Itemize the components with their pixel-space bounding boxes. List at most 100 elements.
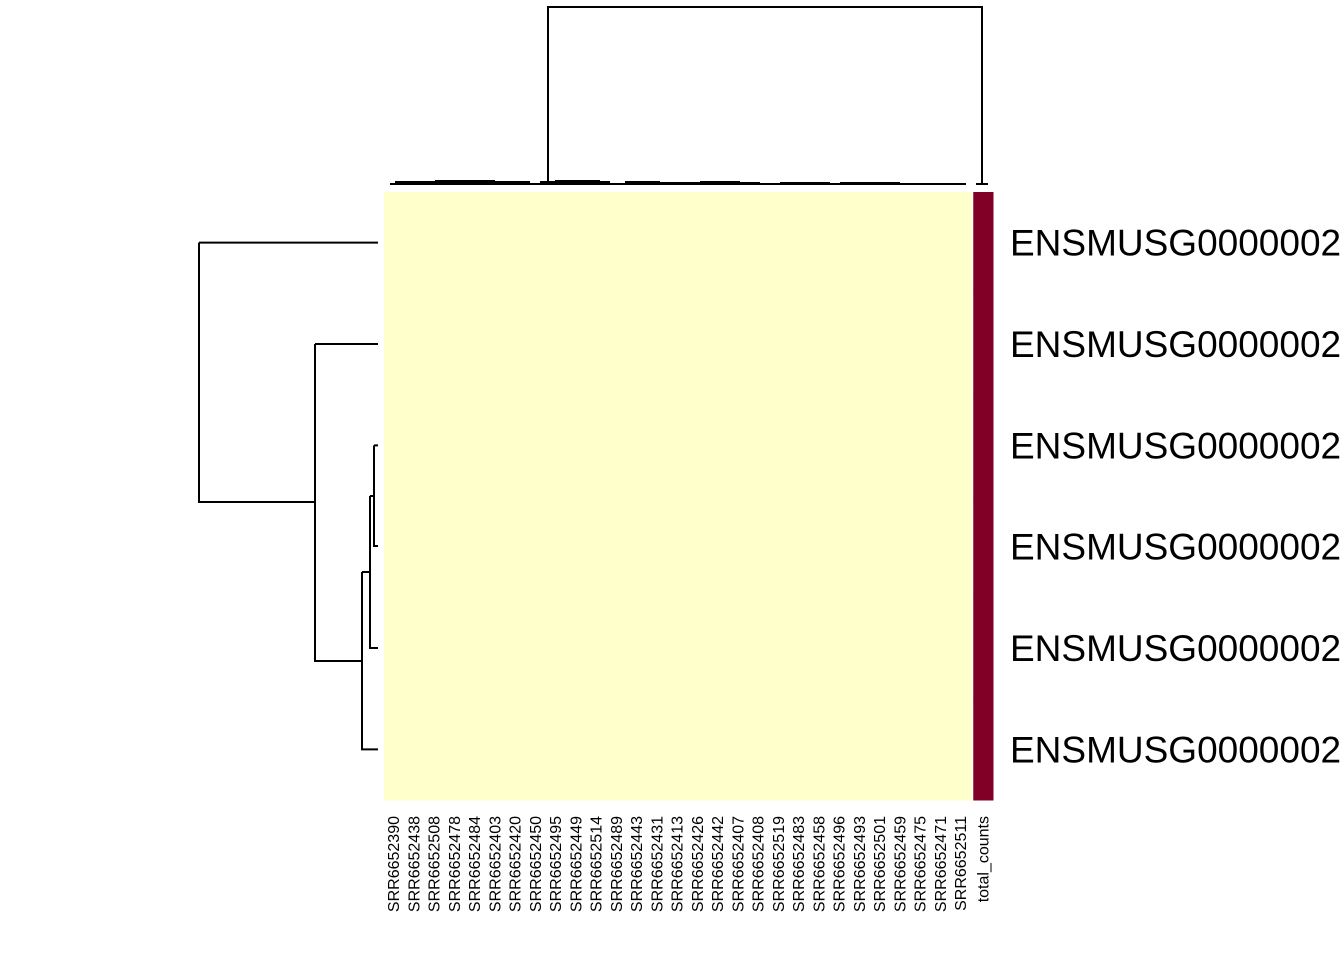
- column-dendrogram: [390, 6, 988, 185]
- heatmap-cell: [973, 698, 994, 801]
- heatmap-cell: [627, 698, 648, 801]
- row-label: ENSMUSG0000002: [1010, 425, 1341, 466]
- row-label: ENSMUSG0000002: [1010, 324, 1341, 365]
- column-label: SRR6652443: [629, 816, 646, 912]
- heatmap-cell: [910, 698, 932, 801]
- heatmap-cell: [404, 496, 425, 598]
- column-label: SRR6652431: [649, 816, 666, 912]
- column-label: SRR6652493: [852, 816, 869, 912]
- column-label: SRR6652438: [406, 816, 423, 912]
- heatmap-cell: [667, 698, 689, 801]
- column-label: SRR6652426: [690, 816, 707, 912]
- heatmap-cell: [809, 192, 830, 294]
- heatmap-cell: [768, 597, 790, 700]
- heatmap-cell: [505, 394, 527, 497]
- heatmap-cell: [667, 192, 689, 294]
- heatmap-cell: [687, 597, 709, 700]
- heatmap-cell: [566, 293, 587, 396]
- heatmap-cell: [606, 597, 628, 700]
- heatmap-cell: [465, 698, 486, 801]
- heatmap-cell: [485, 192, 506, 294]
- heatmap-cell: [973, 394, 994, 497]
- heatmap-cell: [829, 293, 851, 396]
- heatmap-cell: [606, 394, 628, 497]
- heatmap-cell: [384, 496, 405, 598]
- heatmap-cell: [525, 394, 547, 497]
- heatmap-cell: [809, 293, 830, 396]
- heatmap-cell: [586, 597, 608, 700]
- heatmap-cell: [951, 698, 972, 801]
- heatmap-cell: [789, 698, 810, 801]
- heatmap-cell: [667, 293, 689, 396]
- heatmap-cell: [829, 597, 851, 700]
- heatmap-cell: [485, 698, 506, 801]
- row-dendrogram-branch: [361, 571, 378, 751]
- column-label: SRR6652403: [487, 816, 504, 912]
- heatmap-cell: [789, 496, 810, 598]
- column-label: SRR6652449: [568, 816, 585, 912]
- heatmap-cell: [424, 192, 446, 294]
- heatmap-cell: [465, 192, 486, 294]
- heatmap-cell: [890, 394, 911, 497]
- heatmap-cell: [910, 597, 932, 700]
- heatmap-cell: [890, 192, 911, 294]
- heatmap-cell: [748, 698, 770, 801]
- heatmap-cell: [789, 597, 810, 700]
- heatmap-cell: [384, 293, 405, 396]
- column-dendrogram-branch: [547, 6, 983, 184]
- row-dendrogram: [198, 241, 378, 751]
- column-label: SRR6652413: [670, 816, 687, 912]
- heatmap-cell: [768, 698, 790, 801]
- column-label: SRR6652495: [548, 816, 565, 912]
- heatmap-cell: [789, 192, 810, 294]
- heatmap-cell: [566, 496, 587, 598]
- row-label: ENSMUSG0000002: [1010, 729, 1341, 770]
- heatmap-cell: [525, 698, 547, 801]
- heatmap-cell: [870, 496, 891, 598]
- heatmap-cell: [890, 597, 911, 700]
- heatmap-cell: [566, 698, 587, 801]
- heatmap-cell: [505, 293, 527, 396]
- heatmap-cell: [951, 394, 972, 497]
- column-label: SRR6652420: [508, 816, 525, 912]
- heatmap-cell: [870, 394, 891, 497]
- heatmap-cell: [687, 192, 709, 294]
- heatmap-cell: [404, 293, 425, 396]
- row-dendrogram-branch: [314, 343, 378, 662]
- heatmap-cell: [768, 293, 790, 396]
- heatmap-cell: [930, 496, 952, 598]
- heatmap-cell: [627, 192, 648, 294]
- heatmap-cell: [404, 394, 425, 497]
- column-label: SRR6652390: [386, 816, 403, 912]
- heatmap-cell: [708, 597, 729, 700]
- heatmap-cell: [525, 293, 547, 396]
- heatmap-cell: [890, 293, 911, 396]
- heatmap-cell: [951, 496, 972, 598]
- heatmap-cell: [849, 192, 871, 294]
- heatmap-cell: [647, 293, 668, 396]
- heatmap-cell: [566, 192, 587, 294]
- heatmap-cell: [973, 597, 994, 700]
- heatmap-cell: [829, 192, 851, 294]
- heatmap-cell: [404, 192, 425, 294]
- heatmap-cell: [728, 293, 749, 396]
- heatmap-cell: [728, 394, 749, 497]
- heatmap-cell: [384, 192, 405, 294]
- heatmap-cell: [384, 394, 405, 497]
- heatmap-cell: [951, 293, 972, 396]
- heatmap-cell: [424, 698, 446, 801]
- heatmap-cell: [586, 496, 608, 598]
- heatmap-cell: [546, 597, 567, 700]
- column-label: SRR6652458: [811, 816, 828, 912]
- column-label: SRR6652484: [467, 816, 484, 912]
- heatmap-cell: [465, 394, 486, 497]
- heatmap-cell: [404, 698, 425, 801]
- heatmap-cell: [951, 192, 972, 294]
- heatmap-cell: [525, 496, 547, 598]
- heatmap-cell: [768, 394, 790, 497]
- heatmap-cell: [728, 698, 749, 801]
- heatmap-cell: [546, 394, 567, 497]
- heatmap-cell: [384, 698, 405, 801]
- heatmap-cell: [930, 293, 952, 396]
- column-label: SRR6652478: [447, 816, 464, 912]
